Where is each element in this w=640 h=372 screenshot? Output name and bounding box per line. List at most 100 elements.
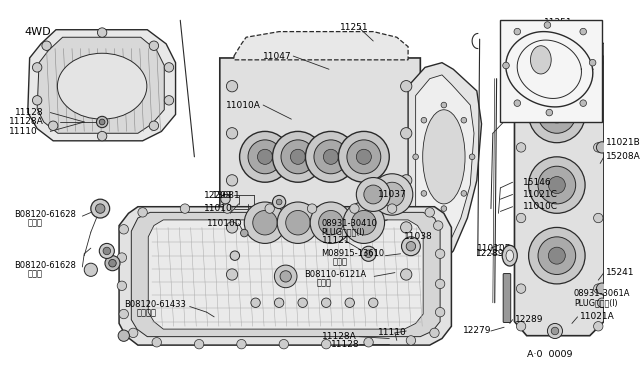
Circle shape	[237, 340, 246, 349]
Circle shape	[276, 199, 282, 205]
Circle shape	[227, 128, 237, 139]
Circle shape	[593, 321, 603, 331]
Text: A·0  0009: A·0 0009	[527, 350, 572, 359]
Circle shape	[239, 131, 291, 182]
Polygon shape	[220, 58, 420, 321]
Circle shape	[356, 149, 371, 164]
Text: 11010C: 11010C	[523, 202, 558, 211]
Circle shape	[119, 225, 129, 234]
Circle shape	[401, 237, 420, 256]
Circle shape	[117, 253, 127, 262]
Text: 11140: 11140	[523, 108, 552, 117]
Circle shape	[95, 204, 105, 213]
Circle shape	[547, 323, 563, 339]
Circle shape	[84, 263, 97, 276]
Circle shape	[280, 271, 291, 282]
Text: 15146: 15146	[523, 178, 552, 187]
Circle shape	[538, 166, 575, 204]
Circle shape	[387, 204, 397, 213]
Text: 11021A: 11021A	[580, 312, 615, 321]
Circle shape	[230, 251, 239, 260]
Ellipse shape	[422, 110, 465, 204]
Ellipse shape	[531, 46, 551, 74]
Circle shape	[516, 58, 526, 67]
Text: 11010: 11010	[204, 204, 232, 213]
Circle shape	[227, 222, 237, 233]
Circle shape	[538, 96, 575, 133]
Circle shape	[285, 211, 310, 235]
Circle shape	[502, 62, 509, 69]
Circle shape	[251, 298, 260, 307]
Text: 12289: 12289	[476, 249, 504, 258]
Text: 11037: 11037	[378, 190, 407, 199]
Circle shape	[469, 154, 475, 160]
Circle shape	[588, 40, 601, 53]
Circle shape	[138, 208, 147, 217]
Text: （２２）: （２２）	[137, 309, 157, 318]
Text: 11128A: 11128A	[321, 332, 356, 341]
Circle shape	[42, 41, 51, 51]
Circle shape	[371, 174, 413, 215]
Circle shape	[544, 22, 551, 28]
Circle shape	[413, 154, 419, 160]
Circle shape	[369, 298, 378, 307]
Circle shape	[347, 140, 381, 174]
Circle shape	[461, 190, 467, 196]
Text: 12279: 12279	[463, 327, 492, 336]
Text: 08931-3061A: 08931-3061A	[574, 289, 630, 298]
Circle shape	[548, 106, 565, 123]
Text: 11121: 11121	[321, 236, 350, 245]
Circle shape	[401, 222, 412, 233]
Circle shape	[307, 204, 317, 213]
Polygon shape	[28, 30, 175, 141]
Circle shape	[514, 28, 520, 35]
Circle shape	[180, 204, 189, 213]
Circle shape	[91, 199, 109, 218]
Circle shape	[401, 128, 412, 139]
Circle shape	[195, 340, 204, 349]
Circle shape	[118, 330, 129, 341]
Text: B08110-6121A: B08110-6121A	[305, 270, 367, 279]
Circle shape	[221, 195, 230, 204]
Circle shape	[119, 310, 129, 319]
Circle shape	[593, 143, 603, 152]
Circle shape	[105, 256, 120, 271]
Circle shape	[310, 202, 351, 243]
FancyBboxPatch shape	[503, 273, 511, 323]
FancyBboxPatch shape	[500, 20, 602, 122]
Circle shape	[401, 269, 412, 280]
Circle shape	[593, 213, 603, 223]
Text: 11128: 11128	[15, 108, 43, 117]
Polygon shape	[37, 37, 164, 133]
Text: 12289: 12289	[515, 315, 543, 324]
Text: 11021B: 11021B	[606, 138, 640, 147]
Circle shape	[461, 118, 467, 123]
Circle shape	[33, 96, 42, 105]
Circle shape	[589, 60, 596, 66]
Text: （２）: （２）	[28, 218, 43, 227]
Polygon shape	[415, 75, 474, 256]
Circle shape	[339, 131, 389, 182]
Text: ATM: ATM	[505, 111, 527, 121]
Circle shape	[356, 177, 390, 211]
Text: 11110: 11110	[378, 328, 407, 337]
Circle shape	[529, 227, 585, 284]
Text: B08120-61628: B08120-61628	[15, 260, 76, 270]
Text: 4WD: 4WD	[25, 27, 52, 36]
Circle shape	[291, 149, 305, 164]
Circle shape	[241, 229, 248, 237]
Circle shape	[305, 131, 356, 182]
Polygon shape	[234, 32, 408, 60]
Circle shape	[538, 237, 575, 275]
Circle shape	[597, 298, 607, 307]
Circle shape	[517, 40, 531, 53]
Circle shape	[546, 109, 552, 116]
Circle shape	[99, 119, 105, 125]
Circle shape	[596, 142, 608, 153]
Circle shape	[97, 116, 108, 128]
Circle shape	[149, 41, 159, 51]
Circle shape	[321, 340, 331, 349]
Circle shape	[279, 340, 289, 349]
Text: 12293: 12293	[204, 191, 232, 200]
Circle shape	[275, 298, 284, 307]
